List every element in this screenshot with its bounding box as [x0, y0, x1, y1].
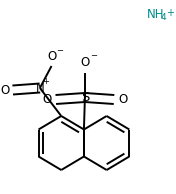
Text: O: O [0, 83, 10, 96]
Text: S: S [81, 91, 89, 104]
Text: +: + [42, 77, 49, 87]
Text: −: − [90, 51, 97, 60]
Text: +: + [166, 8, 174, 18]
Text: O: O [118, 93, 127, 106]
Text: N: N [36, 81, 44, 94]
Text: −: − [56, 47, 63, 55]
Text: NH: NH [147, 9, 165, 22]
Text: O: O [47, 49, 56, 62]
Text: 4: 4 [161, 14, 166, 23]
Text: O: O [80, 56, 90, 69]
Text: O: O [42, 93, 52, 106]
